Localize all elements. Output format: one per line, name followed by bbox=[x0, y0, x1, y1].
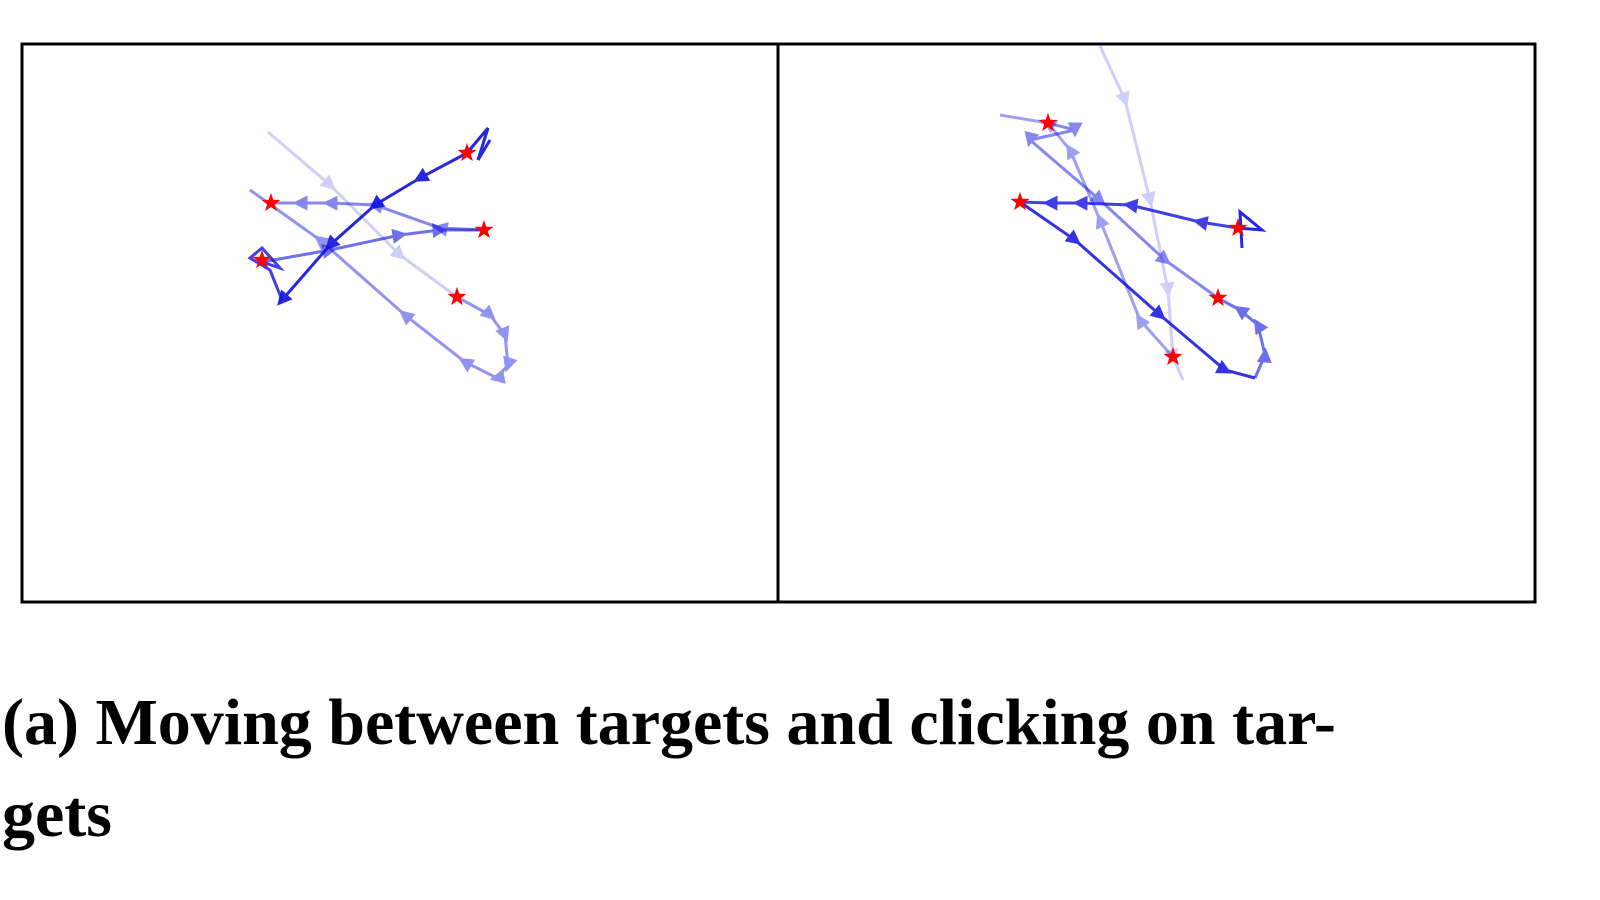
caption-line: gets bbox=[2, 778, 112, 851]
trajectory bbox=[1019, 195, 1239, 231]
trajectory bbox=[465, 127, 492, 161]
trajectory bbox=[1019, 200, 1256, 380]
caption-line: (a) Moving between targets and clicking … bbox=[2, 686, 1336, 759]
trajectory bbox=[247, 245, 285, 301]
figure bbox=[20, 42, 1537, 604]
trajectory bbox=[277, 151, 468, 306]
left-panel bbox=[247, 127, 518, 384]
trajectory bbox=[1217, 296, 1272, 379]
right-panel bbox=[999, 45, 1272, 381]
